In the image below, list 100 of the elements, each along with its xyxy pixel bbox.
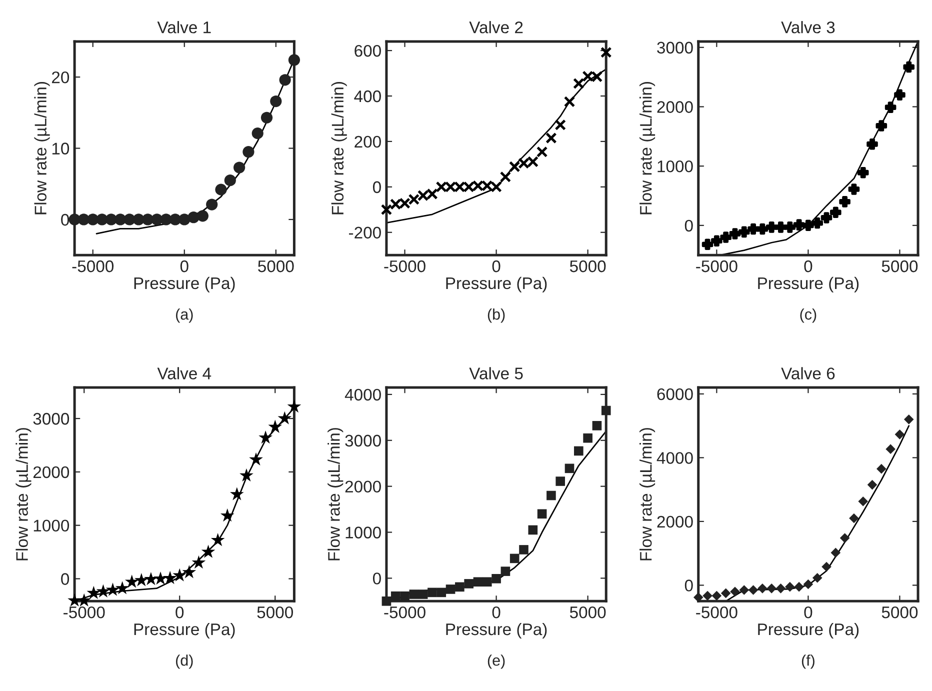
point xyxy=(702,590,712,601)
point xyxy=(601,406,611,416)
point xyxy=(192,555,206,569)
text: (d) xyxy=(176,654,193,669)
point xyxy=(554,119,566,131)
point xyxy=(390,591,400,601)
point xyxy=(77,593,92,607)
point xyxy=(224,174,236,186)
point xyxy=(473,577,483,587)
point xyxy=(242,146,254,158)
y-tick-label: 4000 xyxy=(656,452,693,464)
x-tick-label: 5000 xyxy=(882,260,918,272)
point xyxy=(730,586,740,597)
point xyxy=(436,588,446,598)
point xyxy=(702,238,714,250)
point xyxy=(739,585,750,595)
y-tick-label: 0 xyxy=(684,220,693,232)
y-tick-label: 1000 xyxy=(34,520,70,532)
point xyxy=(86,586,101,600)
point xyxy=(592,421,602,430)
point xyxy=(249,452,263,466)
point xyxy=(428,588,437,598)
point xyxy=(564,464,574,474)
chart-title: Valve 3 xyxy=(781,21,835,34)
point xyxy=(784,582,795,592)
point xyxy=(380,204,392,216)
point xyxy=(886,444,896,454)
y-tick-label: 3000 xyxy=(345,434,381,447)
point xyxy=(519,545,528,554)
point xyxy=(904,414,914,424)
point xyxy=(720,232,732,243)
point xyxy=(215,184,227,196)
point xyxy=(894,430,905,440)
point xyxy=(464,579,474,588)
point xyxy=(500,566,510,576)
point xyxy=(775,222,786,233)
point xyxy=(210,533,225,546)
point xyxy=(903,61,915,73)
x-axis-title: Pressure (Pa) xyxy=(446,276,547,292)
point xyxy=(270,95,282,108)
point xyxy=(240,468,254,482)
point xyxy=(794,582,804,592)
point xyxy=(230,487,244,500)
point xyxy=(884,102,896,113)
y-tick-label: 0 xyxy=(372,181,381,194)
point xyxy=(830,206,842,218)
point xyxy=(492,574,501,584)
point xyxy=(556,476,566,486)
x-tick-label: 0 xyxy=(804,606,812,618)
point xyxy=(172,568,187,582)
point xyxy=(820,212,832,224)
point xyxy=(822,562,832,572)
point xyxy=(418,590,428,599)
line-series xyxy=(386,68,606,224)
y-axis-title: Flow rate (µL/min) xyxy=(328,428,344,560)
point xyxy=(573,78,584,90)
y-axis-title: Flow rate (µL/min) xyxy=(331,82,347,214)
point xyxy=(115,581,130,594)
text: (c) xyxy=(800,308,816,323)
point xyxy=(258,430,272,444)
y-tick-label: 0 xyxy=(372,572,381,584)
chart-title: Valve 4 xyxy=(157,367,212,380)
point xyxy=(510,554,520,564)
point xyxy=(409,590,419,599)
point xyxy=(106,582,120,596)
point xyxy=(268,420,282,433)
y-tick-label: 200 xyxy=(354,136,381,148)
point xyxy=(288,54,300,66)
x-axis-title: Pressure (Pa) xyxy=(134,276,235,292)
y-tick-label: -200 xyxy=(348,226,381,239)
point xyxy=(536,146,548,158)
point xyxy=(583,433,592,443)
point xyxy=(840,533,850,543)
y-axis-title: Flow rate (µL/min) xyxy=(16,428,32,560)
point xyxy=(784,222,796,233)
point xyxy=(220,508,234,522)
chart-title: Valve 1 xyxy=(157,21,211,34)
point xyxy=(600,46,612,58)
point xyxy=(206,198,218,210)
y-tick-label: 2000 xyxy=(657,516,693,528)
point xyxy=(382,596,392,606)
x-tick-label: 0 xyxy=(176,606,184,618)
y-axis-title: Flow rate (µL/min) xyxy=(640,428,656,560)
y-axis-title: Flow rate (µL/min) xyxy=(640,82,656,214)
y-tick-label: 2000 xyxy=(33,466,70,478)
x-tick-label: -5000 xyxy=(384,260,426,272)
point xyxy=(68,593,82,607)
y-tick-label: 600 xyxy=(354,44,381,57)
point xyxy=(876,120,888,132)
chart-title: Valve 5 xyxy=(469,367,523,380)
point xyxy=(196,210,208,222)
point xyxy=(830,548,841,558)
y-tick-label: 4000 xyxy=(344,388,381,401)
y-tick-label: 0 xyxy=(684,580,693,592)
x-tick-label: 5000 xyxy=(570,260,606,272)
y-tick-label: 400 xyxy=(354,90,381,102)
point xyxy=(693,592,704,602)
y-tick-label: 10 xyxy=(52,142,70,154)
point xyxy=(756,223,768,235)
x-tick-label: -5000 xyxy=(696,606,738,618)
